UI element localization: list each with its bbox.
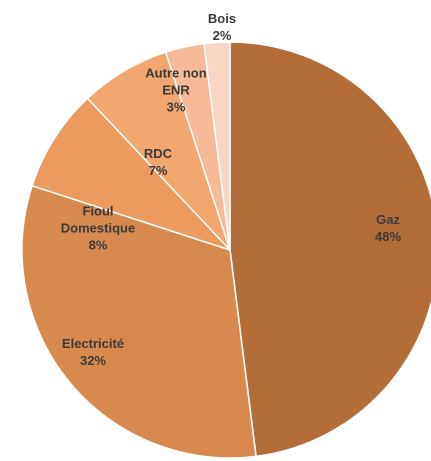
slice-value: 8% [88, 237, 108, 253]
slice-name: Autre non ENR [145, 65, 207, 98]
slice-label: Fioul Domestique 8% [48, 203, 148, 254]
slice-name: Electricité [61, 336, 125, 351]
slice-value: 32% [79, 353, 107, 368]
slice-label: Autre non ENR 3% [136, 65, 216, 116]
slice-value: 2% [212, 28, 232, 43]
pie-slice [21, 184, 257, 459]
pie-slice [31, 97, 231, 251]
slice-label: Electricité 32% [43, 335, 143, 369]
slice-name: Bois [207, 11, 237, 26]
slice-name: Gaz [376, 212, 400, 227]
pie-slice [203, 41, 231, 251]
slice-label: RDC 7% [128, 145, 188, 179]
slice-name: RDC [143, 146, 173, 161]
slice-value: 3% [166, 99, 186, 115]
slice-value: 7% [148, 163, 168, 178]
slice-label: Bois 2% [192, 10, 252, 44]
slice-name: Fioul Domestique [60, 203, 136, 236]
pie-slice [229, 41, 431, 458]
slice-label: Gaz 48% [348, 211, 428, 245]
slice-value: 48% [374, 229, 402, 244]
